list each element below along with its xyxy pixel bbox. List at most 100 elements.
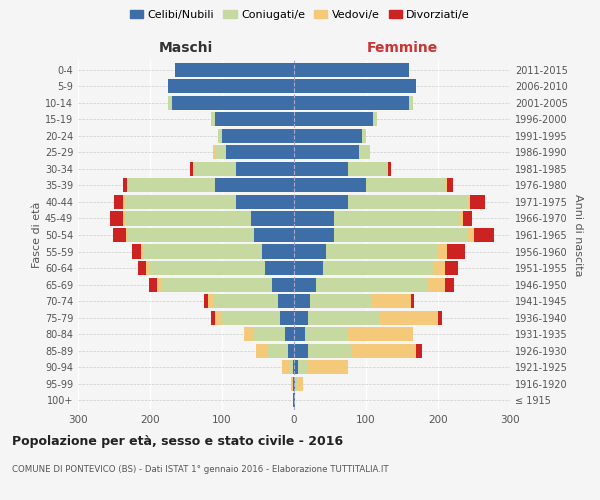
Bar xyxy=(348,195,467,209)
Bar xyxy=(266,344,288,357)
Bar xyxy=(294,96,409,110)
Bar xyxy=(125,212,251,226)
Bar xyxy=(373,112,377,126)
Bar xyxy=(251,212,294,226)
Bar xyxy=(211,310,215,324)
Bar xyxy=(265,261,294,275)
Bar xyxy=(132,244,140,258)
Bar xyxy=(143,244,262,258)
Text: Maschi: Maschi xyxy=(159,41,213,55)
Bar xyxy=(467,228,474,242)
Bar xyxy=(294,261,323,275)
Bar xyxy=(244,327,253,341)
Bar xyxy=(222,310,280,324)
Bar xyxy=(294,146,359,160)
Bar xyxy=(214,146,215,160)
Bar xyxy=(128,178,215,192)
Bar xyxy=(366,178,445,192)
Bar xyxy=(326,244,438,258)
Bar xyxy=(334,212,460,226)
Bar xyxy=(128,228,254,242)
Bar xyxy=(334,228,467,242)
Bar xyxy=(294,129,362,143)
Bar xyxy=(204,294,208,308)
Bar xyxy=(254,228,294,242)
Bar xyxy=(161,278,272,291)
Bar xyxy=(323,261,434,275)
Bar xyxy=(215,178,294,192)
Bar xyxy=(293,376,294,390)
Bar xyxy=(124,178,127,192)
Bar xyxy=(294,244,326,258)
Text: Femmine: Femmine xyxy=(367,41,437,55)
Bar xyxy=(168,80,294,94)
Bar xyxy=(348,162,388,176)
Bar xyxy=(140,244,143,258)
Bar xyxy=(236,162,294,176)
Bar xyxy=(427,278,445,291)
Bar xyxy=(294,294,310,308)
Bar xyxy=(208,294,214,308)
Bar xyxy=(256,344,266,357)
Bar xyxy=(293,393,294,407)
Bar xyxy=(352,344,416,357)
Y-axis label: Anni di nascita: Anni di nascita xyxy=(573,194,583,276)
Text: Popolazione per età, sesso e stato civile - 2016: Popolazione per età, sesso e stato civil… xyxy=(12,435,343,448)
Bar xyxy=(214,294,278,308)
Bar xyxy=(308,360,348,374)
Bar xyxy=(348,327,413,341)
Bar xyxy=(445,178,448,192)
Bar xyxy=(215,112,294,126)
Bar xyxy=(388,162,391,176)
Bar xyxy=(294,344,308,357)
Bar xyxy=(362,129,366,143)
Bar xyxy=(445,261,458,275)
Bar xyxy=(168,96,172,110)
Legend: Celibi/Nubili, Coniugati/e, Vedovi/e, Divorziati/e: Celibi/Nubili, Coniugati/e, Vedovi/e, Di… xyxy=(125,6,475,25)
Bar xyxy=(272,278,294,291)
Bar xyxy=(190,162,193,176)
Bar xyxy=(434,261,445,275)
Bar xyxy=(294,63,409,77)
Bar xyxy=(294,162,348,176)
Bar xyxy=(294,376,295,390)
Bar xyxy=(294,278,316,291)
Bar xyxy=(146,261,150,275)
Bar xyxy=(308,344,352,357)
Y-axis label: Fasce di età: Fasce di età xyxy=(32,202,42,268)
Bar xyxy=(150,261,265,275)
Bar xyxy=(410,294,414,308)
Bar xyxy=(359,146,370,160)
Bar xyxy=(467,195,470,209)
Bar xyxy=(294,212,334,226)
Bar xyxy=(295,376,298,390)
Bar xyxy=(416,344,422,357)
Bar xyxy=(157,278,161,291)
Bar xyxy=(294,195,348,209)
Bar xyxy=(126,228,128,242)
Bar xyxy=(215,146,226,160)
Bar xyxy=(138,261,146,275)
Text: COMUNE DI PONTEVICO (BS) - Dati ISTAT 1° gennaio 2016 - Elaborazione TUTTITALIA.: COMUNE DI PONTEVICO (BS) - Dati ISTAT 1°… xyxy=(12,465,389,474)
Bar xyxy=(286,327,294,341)
Bar xyxy=(293,360,294,374)
Bar xyxy=(127,178,128,192)
Bar xyxy=(463,212,472,226)
Bar xyxy=(280,310,294,324)
Bar xyxy=(218,129,222,143)
Bar xyxy=(298,360,308,374)
Bar xyxy=(236,195,294,209)
Bar xyxy=(211,112,215,126)
Bar xyxy=(291,376,293,390)
Bar xyxy=(215,310,222,324)
Bar xyxy=(122,212,125,226)
Bar xyxy=(278,294,294,308)
Bar xyxy=(446,244,464,258)
Bar xyxy=(474,228,494,242)
Bar xyxy=(445,278,454,291)
Bar xyxy=(288,344,294,357)
Bar xyxy=(294,228,334,242)
Bar xyxy=(448,178,453,192)
Bar xyxy=(460,212,463,226)
Bar xyxy=(438,310,442,324)
